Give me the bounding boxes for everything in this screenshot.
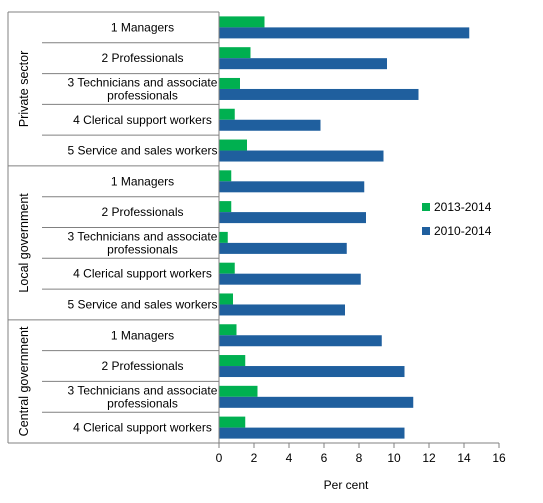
bar-2013-2014 xyxy=(219,231,228,243)
bar-2010-2014 xyxy=(219,427,405,439)
legend-label: 2013-2014 xyxy=(434,200,492,214)
x-tick-label: 8 xyxy=(356,451,363,465)
bar-2013-2014 xyxy=(219,416,246,428)
bar-2010-2014 xyxy=(219,366,405,378)
bar-2013-2014 xyxy=(219,324,237,336)
bar-2010-2014 xyxy=(219,88,419,100)
category-axis: Private sector 1 Managers 2 Professionals 3… xyxy=(7,11,219,443)
bar-2013-2014 xyxy=(219,77,240,89)
bar-2010-2014 xyxy=(219,304,345,316)
category-label: 1 Managers xyxy=(111,328,174,342)
category-label: 2 Professionals xyxy=(101,51,183,65)
group-label: Local government xyxy=(17,193,31,293)
legend-swatch xyxy=(422,203,430,211)
category-label: 3 Technicians and associate professionals xyxy=(68,75,218,102)
category-label: 3 Technicians and associate professionals xyxy=(68,229,218,256)
category-label: 5 Service and sales workers xyxy=(67,297,217,311)
x-tick-label: 16 xyxy=(492,451,506,465)
x-tick-label: 10 xyxy=(387,451,401,465)
category-label: 4 Clerical support workers xyxy=(73,267,212,281)
bar-2010-2014 xyxy=(219,150,384,162)
x-axis: 0 2 4 6 8 10 12 14 16 xyxy=(8,12,506,465)
bar-2010-2014 xyxy=(219,119,321,131)
category-label: 2 Professionals xyxy=(101,205,183,219)
bar-2010-2014 xyxy=(219,58,387,70)
bar-2010-2014 xyxy=(219,242,347,254)
x-tick-label: 14 xyxy=(457,451,471,465)
bar-2013-2014 xyxy=(219,201,232,213)
legend-swatch xyxy=(422,227,430,235)
legend: 2013-2014 2010-2014 xyxy=(422,200,492,238)
bar-2013-2014 xyxy=(219,355,246,367)
bar-2010-2014 xyxy=(219,27,470,39)
bar-2010-2014 xyxy=(219,273,361,285)
bar-2010-2014 xyxy=(219,396,414,408)
category-label: 5 Service and sales workers xyxy=(67,144,217,158)
x-axis-title: Per cent xyxy=(324,478,369,492)
x-tick-label: 12 xyxy=(422,451,436,465)
bar-2013-2014 xyxy=(219,47,251,59)
bar-2010-2014 xyxy=(219,212,366,224)
bar-2013-2014 xyxy=(219,170,232,182)
legend-label: 2010-2014 xyxy=(434,224,492,238)
x-tick-label: 2 xyxy=(251,451,258,465)
group-label: Private sector xyxy=(17,51,31,127)
category-label: 3 Technicians and associate professionals xyxy=(68,383,218,410)
bar-2013-2014 xyxy=(219,16,265,28)
x-tick-label: 6 xyxy=(321,451,328,465)
bar-2013-2014 xyxy=(219,139,247,151)
category-label: 4 Clerical support workers xyxy=(73,421,212,435)
bar-2013-2014 xyxy=(219,108,235,120)
bar-2010-2014 xyxy=(219,335,382,347)
bar-2013-2014 xyxy=(219,262,235,274)
category-label: 4 Clerical support workers xyxy=(73,113,212,127)
category-label: 1 Managers xyxy=(111,20,174,34)
category-label: 1 Managers xyxy=(111,174,174,188)
bar-2010-2014 xyxy=(219,181,365,193)
bar-2013-2014 xyxy=(219,293,233,305)
category-label: 2 Professionals xyxy=(101,359,183,373)
bar-2013-2014 xyxy=(219,385,258,397)
group-label: Central government xyxy=(17,326,31,436)
x-tick-label: 4 xyxy=(286,451,293,465)
bar-marks xyxy=(219,16,470,439)
x-tick-label: 0 xyxy=(216,451,223,465)
